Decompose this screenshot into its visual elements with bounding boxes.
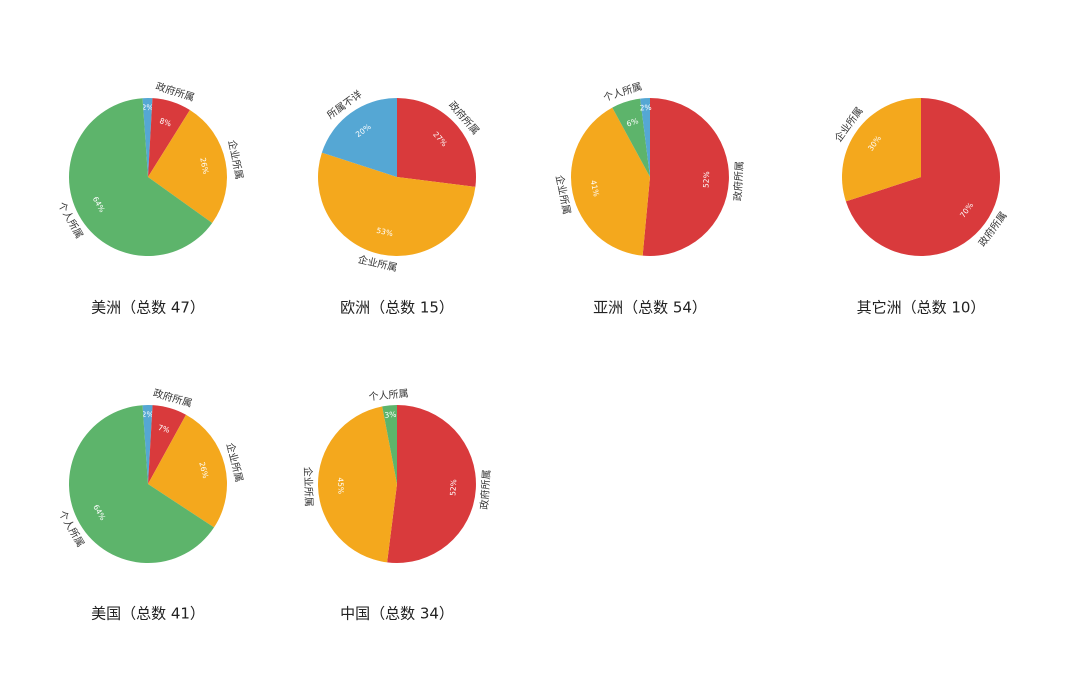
- pie-percent-label: 53%: [376, 226, 394, 238]
- chart-title: 美洲（总数 47）: [91, 299, 205, 317]
- pie-percent-label: 7%: [157, 423, 171, 435]
- pie-percent-label: 26%: [197, 461, 210, 479]
- pie-percent-label: 2%: [142, 103, 154, 112]
- chart-title: 亚洲（总数 54）: [593, 299, 707, 317]
- pie-percent-label: 45%: [336, 477, 346, 494]
- pie-percent-label: 52%: [448, 479, 458, 496]
- pie-category-label: 政府所属: [731, 161, 746, 202]
- pie-slice-5-1: [142, 404, 153, 484]
- pie-slice-5-2: [148, 405, 187, 484]
- pie-category-label: 企业所属: [226, 139, 246, 181]
- pie-slice-4-1: [845, 98, 1001, 257]
- pie-category-label: 企业所属: [553, 174, 574, 216]
- pie-category-label: 企业所属: [357, 253, 399, 274]
- pie-percent-label: 6%: [625, 116, 639, 128]
- pie-slice-6-3: [382, 405, 397, 484]
- pie-slice-2-3: [321, 98, 397, 177]
- pie-slice-1-3: [148, 110, 227, 224]
- pie-slice-1-1: [142, 98, 153, 177]
- pie-slice-2-2: [318, 152, 476, 257]
- pie-slice-3-2: [570, 107, 650, 256]
- pie-percent-label: 52%: [701, 171, 711, 188]
- pie-category-label: 企业所属: [224, 441, 246, 483]
- pie-percent-label: 8%: [158, 116, 172, 128]
- pie-slice-3-1: [642, 98, 729, 256]
- pie-slice-3-4: [640, 98, 650, 177]
- pie-slice-5-4: [69, 405, 215, 564]
- pie-slice-6-1: [387, 405, 476, 563]
- pie-category-label: 政府所属: [478, 469, 493, 510]
- chart-title: 美国（总数 41）: [91, 605, 205, 623]
- pie-category-label: 个人所属: [368, 388, 409, 404]
- pie-category-label: 企业所属: [301, 467, 315, 507]
- pie-percent-label: 2%: [639, 103, 651, 113]
- pie-percent-label: 3%: [384, 410, 397, 420]
- pie-percent-label: 26%: [198, 157, 210, 175]
- pie-slice-2-1: [397, 98, 477, 187]
- pie-slice-5-3: [148, 414, 228, 528]
- pie-slice-1-2: [148, 98, 190, 177]
- pie-percent-label: 2%: [142, 410, 154, 419]
- pie-slice-3-3: [612, 98, 650, 177]
- pie-slice-6-2: [317, 406, 397, 563]
- pie-slice-1-4: [68, 98, 213, 257]
- chart-title: 中国（总数 34）: [340, 605, 454, 623]
- chart-title: 其它洲（总数 10）: [857, 299, 986, 317]
- chart-title: 欧洲（总数 15）: [340, 299, 454, 317]
- pie-percent-label: 41%: [589, 179, 601, 197]
- pie-slice-4-2: [842, 98, 921, 202]
